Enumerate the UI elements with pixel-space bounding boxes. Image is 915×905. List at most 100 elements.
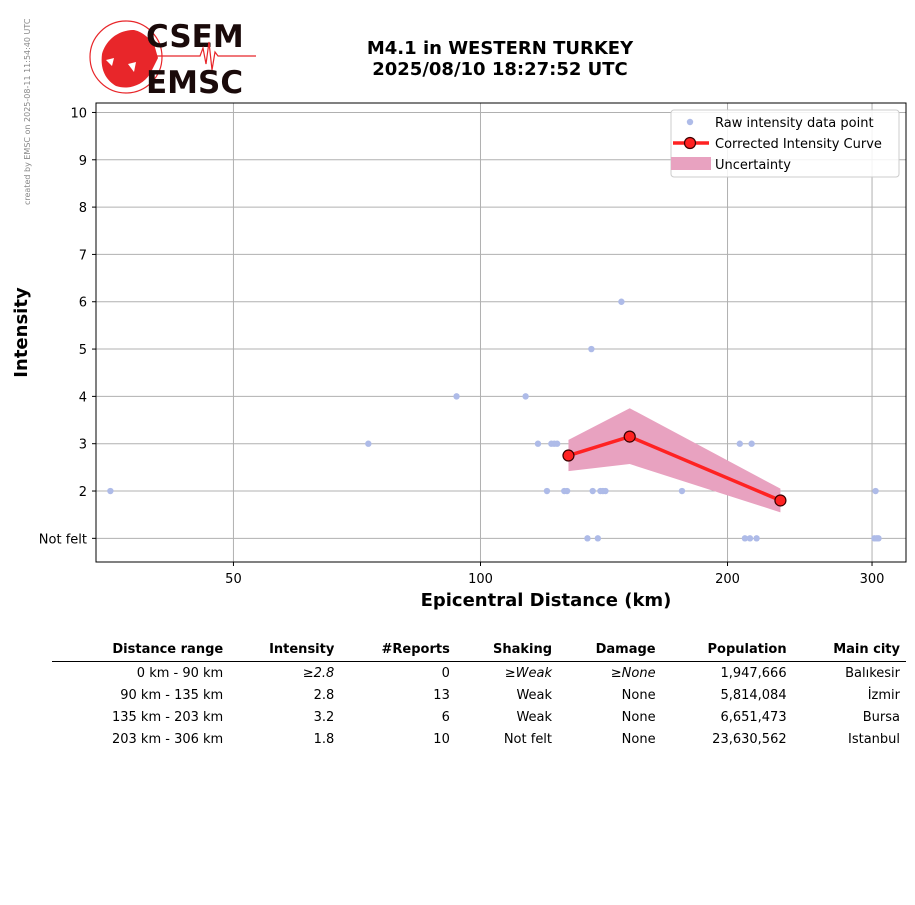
raw-data-point	[543, 487, 551, 495]
y-tick-label: 4	[79, 390, 87, 405]
raw-data-point	[584, 535, 591, 542]
cell-city: Balıkesir	[845, 666, 900, 681]
raw-data-point	[748, 440, 755, 447]
cell-intensity: 3.2	[313, 710, 335, 725]
raw-data-point	[107, 487, 114, 495]
table-row: 135 km - 203 km 3.2 6 Weak None 6,651,47…	[52, 706, 906, 728]
y-tick-label: 7	[79, 248, 87, 263]
cell-reports: 0	[441, 666, 450, 681]
raw-data-point	[872, 487, 879, 495]
raw-data-point	[588, 345, 595, 353]
logo-map-icon	[101, 30, 158, 88]
intensity-summary-table: Distance range Intensity #Reports Shakin…	[52, 640, 906, 750]
cell-population: 5,814,084	[720, 688, 787, 703]
cell-intensity: 1.8	[313, 732, 335, 747]
raw-data-point	[602, 487, 609, 495]
cell-damage: None	[621, 688, 656, 703]
cell-shaking: Weak	[516, 688, 553, 703]
raw-data-point	[594, 535, 602, 542]
raw-data-point	[365, 440, 372, 447]
legend-raw-marker	[686, 118, 694, 126]
cell-city: İzmir	[867, 688, 900, 703]
logo-text-emsc: EMSC	[146, 65, 243, 99]
header-damage: Damage	[558, 640, 662, 662]
plot-frame	[95, 102, 907, 563]
y-tick-label: 2	[79, 485, 87, 500]
cell-damage: ≥None	[610, 666, 656, 681]
raw-data-point	[746, 535, 754, 542]
raw-data-point	[534, 440, 542, 447]
title-event: M4.1 in WESTERN TURKEY	[366, 38, 634, 59]
legend-label-curve: Corrected Intensity Curve	[715, 137, 882, 152]
header-population: Population	[661, 640, 793, 662]
cell-shaking: Weak	[516, 710, 553, 725]
raw-data-point	[563, 487, 571, 495]
legend-curve-marker	[683, 136, 697, 150]
x-tick-label: 300	[860, 572, 885, 587]
csem-emsc-logo: CSEM EMSC	[89, 19, 256, 99]
raw-data-point	[522, 393, 529, 400]
cell-range: 90 km - 135 km	[120, 688, 224, 703]
table-row: 0 km - 90 km ≥2.8 0 ≥Weak ≥None 1,947,66…	[52, 662, 906, 685]
chart-title: M4.1 in WESTERN TURKEY 2025/08/10 18:27:…	[290, 38, 710, 80]
raw-data-point	[618, 298, 625, 305]
y-tick-label: Not felt	[39, 532, 87, 547]
table-header-row: Distance range Intensity #Reports Shakin…	[52, 640, 906, 662]
cell-reports: 13	[433, 688, 450, 703]
raw-data-point	[678, 487, 686, 495]
cell-range: 0 km - 90 km	[136, 666, 224, 681]
cell-reports: 6	[441, 710, 450, 725]
legend-label-band: Uncertainty	[715, 158, 791, 173]
cell-range: 203 km - 306 km	[111, 732, 224, 747]
raw-data-point	[741, 535, 749, 542]
curve-point	[774, 494, 787, 507]
raw-data-point	[753, 535, 760, 542]
x-axis-label: Epicentral Distance (km)	[421, 590, 672, 611]
logo-seismogram-icon	[146, 41, 256, 71]
raw-data-point	[453, 393, 460, 400]
curve-point	[623, 430, 636, 443]
cell-population: 6,651,473	[720, 710, 787, 725]
legend-label-raw: Raw intensity data point	[715, 116, 874, 131]
x-tick-label: 50	[225, 572, 242, 587]
cell-shaking: Not felt	[503, 732, 553, 747]
logo-text-csem: CSEM	[146, 19, 244, 55]
y-tick-label: 10	[70, 106, 87, 121]
cell-damage: None	[621, 710, 656, 725]
legend-band-swatch	[671, 157, 711, 170]
uncertainty-band	[568, 408, 781, 513]
intensity-chart: 50 100 200 300 Not felt 2 3 4 5 6 7 8 9 10 Epicentral …	[11, 102, 907, 611]
header-intensity: Intensity	[229, 640, 341, 662]
x-tick-label: 100	[468, 572, 493, 587]
cell-intensity: 2.8	[313, 688, 335, 703]
cell-city: Istanbul	[847, 732, 900, 747]
raw-data-point	[553, 440, 561, 447]
x-tick-label: 200	[715, 572, 740, 587]
cell-population: 1,947,666	[720, 666, 787, 681]
raw-data-point	[875, 535, 882, 542]
y-tick-label: 3	[79, 438, 87, 453]
header-reports: #Reports	[340, 640, 456, 662]
legend-box	[670, 109, 900, 178]
cell-intensity: ≥2.8	[302, 666, 335, 681]
header-shaking: Shaking	[455, 640, 559, 662]
y-tick-label: 5	[79, 343, 87, 358]
title-datetime: 2025/08/10 18:27:52 UTC	[372, 59, 628, 80]
y-tick-label: 8	[79, 201, 87, 216]
cell-shaking: ≥Weak	[504, 666, 553, 681]
curve-point	[562, 449, 575, 462]
y-tick-label: 9	[79, 154, 87, 169]
cell-population: 23,630,562	[712, 732, 787, 747]
raw-data-point	[589, 487, 596, 495]
y-tick-label: 6	[79, 296, 87, 311]
cell-range: 135 km - 203 km	[111, 710, 224, 725]
header-distance-range: Distance range	[52, 640, 230, 662]
header-main-city: Main city	[792, 640, 906, 662]
table-row: 203 km - 306 km 1.8 10 Not felt None 23,…	[52, 728, 906, 750]
y-axis-label: Intensity	[11, 287, 32, 378]
table-row: 90 km - 135 km 2.8 13 Weak None 5,814,08…	[52, 684, 906, 706]
cell-reports: 10	[433, 732, 450, 747]
cell-city: Bursa	[862, 710, 900, 725]
raw-data-point	[736, 440, 743, 447]
cell-damage: None	[621, 732, 656, 747]
